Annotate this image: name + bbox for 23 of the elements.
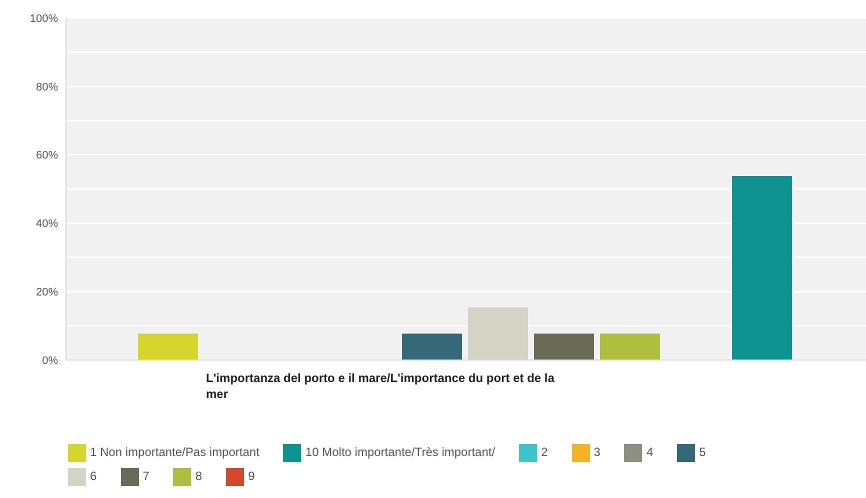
- bar: [600, 334, 660, 360]
- legend-label: 10 Molto importante/Très important/: [305, 445, 496, 459]
- bar: [732, 176, 792, 360]
- legend-label: 1 Non importante/Pas important: [90, 445, 260, 459]
- legend-label: 6: [90, 469, 97, 483]
- y-tick-label: 80%: [36, 81, 58, 94]
- y-tick-label: 20%: [36, 286, 58, 299]
- legend-label: 2: [541, 445, 548, 459]
- y-tick-label: 40%: [36, 218, 58, 230]
- bar: [138, 334, 198, 360]
- y-tick-label: 0%: [42, 354, 58, 367]
- bar: [402, 334, 462, 360]
- legend-label: 7: [142, 469, 150, 483]
- legend-label: 9: [248, 469, 255, 483]
- bar: [468, 307, 528, 360]
- bar: [534, 334, 594, 360]
- y-tick-label: 60%: [36, 150, 58, 162]
- legend-label: 5: [699, 445, 706, 459]
- y-tick-label: 100%: [30, 12, 58, 25]
- legend-label: 4: [646, 445, 654, 459]
- legend-label: 8: [195, 469, 202, 483]
- x-tick-label: L'importanza del porto e il mare/L'importance du port et de la mer: [206, 371, 555, 401]
- legend-label: 3: [594, 445, 600, 459]
